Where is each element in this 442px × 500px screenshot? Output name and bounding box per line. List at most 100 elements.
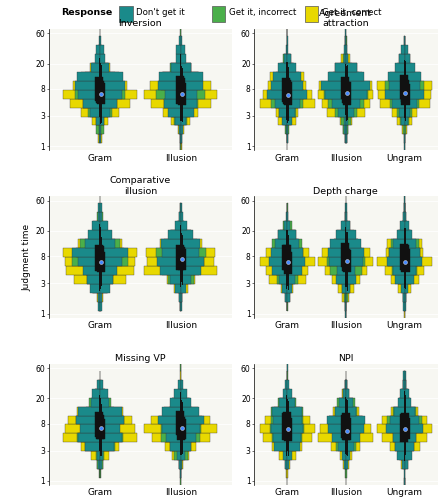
Polygon shape bbox=[404, 248, 420, 257]
Bar bbox=[178, 83, 186, 104]
Polygon shape bbox=[322, 248, 346, 257]
Polygon shape bbox=[181, 72, 202, 81]
Polygon shape bbox=[404, 266, 416, 275]
Polygon shape bbox=[343, 388, 346, 398]
Bar bbox=[341, 415, 349, 438]
Polygon shape bbox=[285, 388, 287, 398]
Bar bbox=[400, 244, 408, 270]
Polygon shape bbox=[341, 222, 346, 230]
Polygon shape bbox=[332, 275, 346, 284]
Polygon shape bbox=[181, 406, 198, 416]
Polygon shape bbox=[335, 63, 346, 72]
Polygon shape bbox=[272, 266, 287, 275]
Bar bbox=[342, 249, 350, 271]
Polygon shape bbox=[167, 275, 181, 284]
Polygon shape bbox=[401, 452, 404, 460]
Polygon shape bbox=[179, 126, 181, 134]
Polygon shape bbox=[287, 81, 306, 90]
Polygon shape bbox=[404, 380, 406, 388]
Polygon shape bbox=[394, 406, 404, 416]
Polygon shape bbox=[98, 460, 100, 469]
Polygon shape bbox=[346, 126, 347, 134]
Polygon shape bbox=[393, 239, 404, 248]
Polygon shape bbox=[287, 230, 295, 239]
Polygon shape bbox=[181, 266, 217, 275]
Polygon shape bbox=[84, 98, 100, 108]
Polygon shape bbox=[287, 452, 296, 460]
Polygon shape bbox=[96, 45, 100, 54]
Polygon shape bbox=[172, 398, 181, 406]
Polygon shape bbox=[163, 108, 181, 116]
Polygon shape bbox=[318, 434, 346, 442]
Polygon shape bbox=[100, 248, 137, 257]
Polygon shape bbox=[346, 108, 354, 116]
Polygon shape bbox=[181, 230, 191, 239]
Polygon shape bbox=[287, 90, 307, 98]
Polygon shape bbox=[343, 452, 346, 460]
Polygon shape bbox=[346, 452, 350, 460]
Polygon shape bbox=[287, 248, 309, 257]
Polygon shape bbox=[263, 434, 287, 442]
Polygon shape bbox=[99, 134, 100, 143]
Polygon shape bbox=[389, 72, 404, 81]
Polygon shape bbox=[392, 266, 404, 275]
Polygon shape bbox=[181, 434, 210, 442]
Polygon shape bbox=[396, 275, 404, 284]
Polygon shape bbox=[287, 434, 302, 442]
Polygon shape bbox=[346, 248, 362, 257]
Bar bbox=[284, 82, 292, 104]
Polygon shape bbox=[402, 222, 404, 230]
Polygon shape bbox=[346, 54, 351, 63]
Polygon shape bbox=[346, 398, 354, 406]
Polygon shape bbox=[170, 63, 181, 72]
Bar bbox=[177, 417, 185, 440]
Polygon shape bbox=[403, 380, 404, 388]
Polygon shape bbox=[271, 406, 287, 416]
Polygon shape bbox=[181, 406, 199, 416]
Polygon shape bbox=[144, 266, 181, 275]
Polygon shape bbox=[404, 380, 406, 388]
Polygon shape bbox=[80, 424, 100, 434]
Polygon shape bbox=[100, 248, 128, 257]
Polygon shape bbox=[100, 98, 117, 108]
Polygon shape bbox=[83, 266, 100, 275]
Polygon shape bbox=[273, 416, 287, 424]
Polygon shape bbox=[98, 293, 100, 302]
Polygon shape bbox=[404, 248, 423, 257]
Polygon shape bbox=[181, 424, 200, 434]
Bar bbox=[401, 249, 409, 272]
Polygon shape bbox=[404, 45, 408, 54]
Polygon shape bbox=[345, 212, 346, 222]
Polygon shape bbox=[343, 54, 346, 63]
Polygon shape bbox=[402, 126, 404, 134]
Polygon shape bbox=[346, 239, 358, 248]
Polygon shape bbox=[346, 98, 360, 108]
Polygon shape bbox=[399, 54, 404, 63]
Polygon shape bbox=[377, 90, 404, 98]
Polygon shape bbox=[90, 108, 100, 116]
Polygon shape bbox=[176, 45, 181, 54]
Polygon shape bbox=[287, 380, 289, 388]
Bar bbox=[176, 76, 184, 104]
Polygon shape bbox=[272, 434, 287, 442]
Polygon shape bbox=[100, 257, 135, 266]
Polygon shape bbox=[287, 116, 292, 126]
Polygon shape bbox=[96, 54, 100, 63]
Polygon shape bbox=[181, 442, 191, 452]
Polygon shape bbox=[97, 126, 100, 134]
Polygon shape bbox=[400, 63, 404, 72]
Polygon shape bbox=[181, 108, 194, 116]
Polygon shape bbox=[84, 442, 100, 452]
Polygon shape bbox=[404, 442, 419, 452]
Polygon shape bbox=[100, 266, 117, 275]
Polygon shape bbox=[100, 388, 105, 398]
Polygon shape bbox=[345, 212, 346, 222]
Polygon shape bbox=[346, 424, 371, 434]
Polygon shape bbox=[287, 98, 300, 108]
Polygon shape bbox=[404, 293, 406, 302]
Polygon shape bbox=[387, 416, 404, 424]
Polygon shape bbox=[170, 230, 181, 239]
Polygon shape bbox=[278, 398, 287, 406]
Polygon shape bbox=[170, 442, 181, 452]
Polygon shape bbox=[391, 239, 404, 248]
